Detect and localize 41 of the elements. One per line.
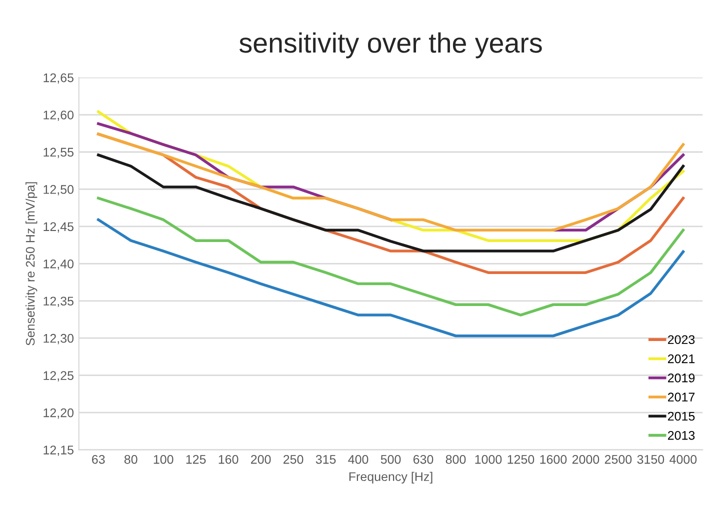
x-tick-label: 1000 — [475, 454, 502, 464]
x-tick-label: 200 — [251, 454, 271, 464]
x-tick-label: 500 — [380, 454, 401, 464]
x-axis-title: Frequency [Hz] — [349, 472, 432, 484]
legend-label: 2017 — [668, 392, 695, 402]
y-tick-label: 12,55 — [44, 148, 74, 158]
x-tick-label: 800 — [446, 454, 466, 464]
legend-label: 2023 — [668, 335, 695, 344]
y-tick-label: 12,60 — [44, 110, 74, 121]
y-tick-label: 12,65 — [44, 73, 74, 84]
x-tick-label: 125 — [186, 454, 206, 464]
legend-label: 2013 — [668, 430, 695, 440]
x-tick-label: 250 — [284, 454, 304, 464]
y-tick-label: 12,45 — [44, 222, 74, 233]
line-series — [96, 196, 685, 316]
y-tick-label: 12,30 — [44, 334, 74, 344]
chart-title: sensitivity over the years — [239, 32, 542, 58]
x-tick-label: 3150 — [637, 454, 664, 464]
x-tick-label: 160 — [218, 454, 238, 464]
y-tick-label: 12,25 — [44, 371, 74, 382]
y-axis-title: Sensetivity re 250 Hz [mV/pa] — [26, 182, 38, 346]
legend-label: 2015 — [668, 412, 695, 421]
line-series — [96, 154, 685, 252]
y-tick-label: 12,15 — [44, 446, 74, 456]
x-tick-label: 4000 — [670, 454, 697, 464]
x-tick-label: 100 — [154, 454, 174, 464]
x-tick-label: 63 — [92, 454, 105, 464]
y-tick-label: 12,35 — [44, 296, 74, 308]
x-tick-label: 630 — [413, 454, 434, 464]
x-tick-label: 400 — [348, 454, 368, 464]
x-tick-label: 2500 — [604, 454, 632, 464]
y-tick-label: 12,50 — [44, 185, 74, 196]
legend-label: 2021 — [668, 354, 695, 364]
x-tick-label: 80 — [124, 454, 138, 464]
y-tick-label: 12,20 — [44, 408, 74, 419]
y-tick-label: 12,40 — [44, 259, 74, 270]
x-tick-label: 2000 — [572, 454, 600, 464]
x-tick-label: 315 — [316, 454, 336, 464]
x-tick-label: 1600 — [540, 454, 567, 464]
legend-label: 2019 — [668, 374, 695, 382]
x-tick-label: 1250 — [508, 454, 534, 464]
